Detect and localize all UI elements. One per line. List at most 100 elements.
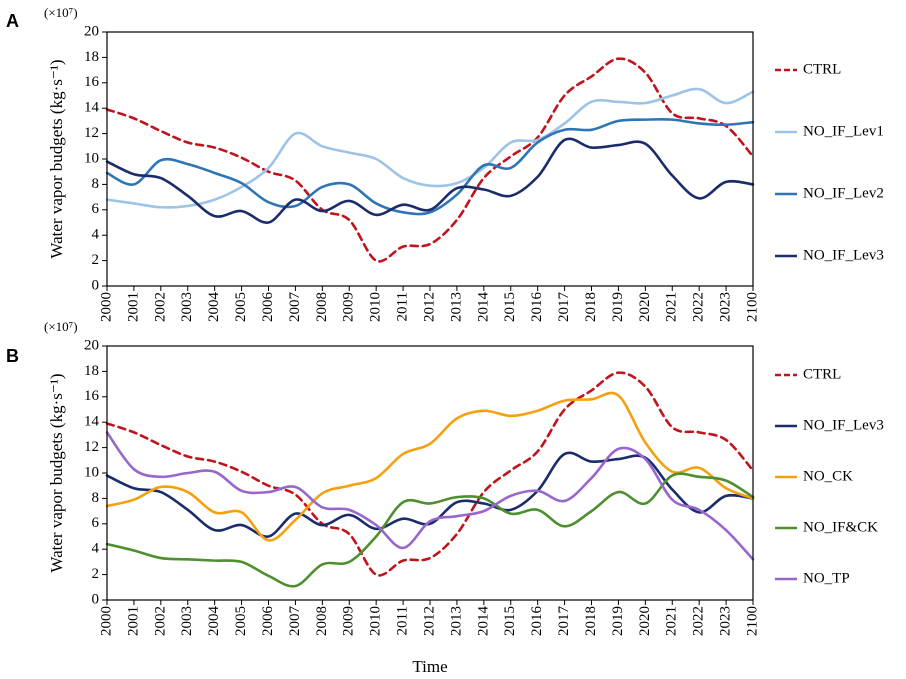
panel-label: B <box>6 346 19 366</box>
series-line-ctrl <box>105 371 755 577</box>
y-tick-label: 0 <box>92 591 100 607</box>
x-tick-label: 2006 <box>260 606 276 637</box>
x-tick-label: 2017 <box>556 292 572 323</box>
x-tick-label: 2021 <box>664 292 680 322</box>
x-tick-label: 2002 <box>152 292 168 322</box>
chart-panel-a: A (×10⁷) 0 2 4 6 8 10 12 14 16 18 20 2000 2001 2002 2003… <box>6 5 884 322</box>
legend-label: NO_TP <box>803 570 850 586</box>
x-tick-label: 2021 <box>664 606 680 636</box>
x-tick-label: 2001 <box>125 292 141 322</box>
legend-label: CTRL <box>803 366 841 382</box>
x-tick-label: 2023 <box>718 606 734 636</box>
y-tick-label: 16 <box>84 74 100 90</box>
x-tick-label: 2016 <box>529 292 545 323</box>
x-tick-label: 2016 <box>529 606 545 637</box>
x-tick-label: 2012 <box>421 606 437 636</box>
y-tick-label: 10 <box>84 150 99 166</box>
x-tick-label: 2007 <box>287 292 303 323</box>
legend-label: NO_CK <box>803 468 853 484</box>
x-tick-label: 2010 <box>368 606 384 636</box>
y-tick-label: 18 <box>84 363 99 379</box>
panel-label: A <box>6 11 19 31</box>
y-tick-label: 8 <box>92 176 100 192</box>
y-tick-label: 2 <box>92 252 100 268</box>
y-tick-label: 2 <box>92 566 100 582</box>
y-axis-label: Water vapor budgets (kg·s⁻¹) <box>47 373 66 572</box>
x-tick-label: 2007 <box>287 606 303 637</box>
series-line-ctrl <box>105 57 755 263</box>
legend-label: NO_IF_Lev3 <box>803 417 884 433</box>
x-tick-label: 2000 <box>98 606 114 636</box>
x-tick-label: 2013 <box>448 292 464 322</box>
legend: CTRL NO_IF_Lev3 NO_CK NO_IF&CK NO_TP <box>775 366 884 586</box>
x-tick-label: 2009 <box>341 606 357 636</box>
x-tick-label: 2020 <box>637 292 653 322</box>
x-tick-label: 2015 <box>502 606 518 636</box>
x-tick-label: 2013 <box>448 606 464 636</box>
series-line-no-if-lev1 <box>105 87 755 209</box>
x-tick-label: 2008 <box>314 292 330 322</box>
series-line-no-if-ck <box>105 472 755 588</box>
x-tick-label: 2005 <box>233 606 249 636</box>
x-tick-label: 2008 <box>314 606 330 636</box>
x-tick-label: 2009 <box>341 292 357 322</box>
x-tick-label: 2014 <box>475 606 491 637</box>
y-tick-label: 20 <box>84 337 99 353</box>
x-tick-label: 2023 <box>718 292 734 322</box>
x-tick-label: 2000 <box>98 292 114 322</box>
chart-panel-b: B (×10⁷) 0 2 4 6 8 10 12 14 16 18 20 2000 2001 2002 2003… <box>6 319 884 636</box>
series-line-no-if-lev2 <box>105 117 755 216</box>
x-tick-label: 2006 <box>260 292 276 323</box>
y-tick-label: 6 <box>92 201 100 217</box>
x-tick-label: 2019 <box>610 606 626 636</box>
x-tick-label: 2012 <box>421 292 437 322</box>
x-axis-label: Time <box>412 657 447 676</box>
y-tick-label: 10 <box>84 464 99 480</box>
x-tick-label: 2011 <box>395 606 411 635</box>
y-axis-label: Water vapor budgets (kg·s⁻¹) <box>47 59 66 258</box>
legend-label: NO_IF_Lev2 <box>803 185 884 201</box>
x-tick-label: 2100 <box>744 292 760 322</box>
x-tick-label: 2014 <box>475 292 491 323</box>
legend-label: NO_IF_Lev1 <box>803 123 884 139</box>
x-tick-label: 2003 <box>179 606 195 636</box>
x-tick-label: 2010 <box>368 292 384 322</box>
x-tick-label: 2002 <box>152 606 168 636</box>
y-tick-label: 4 <box>92 227 100 243</box>
legend-label: CTRL <box>803 61 841 77</box>
y-tick-label: 20 <box>84 23 99 39</box>
y-tick-label: 12 <box>84 125 99 141</box>
y-tick-label: 12 <box>84 439 99 455</box>
x-tick-label: 2022 <box>691 292 707 322</box>
x-tick-label: 2019 <box>610 292 626 322</box>
x-tick-label: 2020 <box>637 606 653 636</box>
y-tick-label: 16 <box>84 388 100 404</box>
plot-area-frame <box>106 31 754 287</box>
x-tick-label: 2017 <box>556 606 572 637</box>
y-tick-label: 6 <box>92 515 100 531</box>
legend-label: NO_IF&CK <box>803 519 878 535</box>
series-line-no-ck <box>105 391 755 542</box>
x-tick-label: 2001 <box>125 606 141 636</box>
x-tick-label: 2004 <box>206 606 222 637</box>
y-tick-label: 4 <box>92 541 100 557</box>
y-tick-label: 0 <box>92 277 100 293</box>
series-line-no-if-lev3 <box>105 137 755 224</box>
legend: CTRL NO_IF_Lev1 NO_IF_Lev2 NO_IF_Lev3 <box>775 61 884 263</box>
series-line-no-tp <box>105 431 755 561</box>
x-tick-label: 2018 <box>583 606 599 636</box>
x-tick-label: 2022 <box>691 606 707 636</box>
x-tick-label: 2004 <box>206 292 222 323</box>
x-tick-label: 2003 <box>179 292 195 322</box>
scale-note: (×10⁷) <box>44 319 78 334</box>
y-tick-label: 18 <box>84 49 99 65</box>
x-tick-label: 2005 <box>233 292 249 322</box>
y-tick-label: 8 <box>92 490 100 506</box>
x-tick-label: 2015 <box>502 292 518 322</box>
x-tick-label: 2011 <box>395 292 411 321</box>
x-tick-label: 2018 <box>583 292 599 322</box>
scale-note: (×10⁷) <box>44 5 78 20</box>
y-tick-label: 14 <box>84 414 100 430</box>
y-tick-label: 14 <box>84 100 100 116</box>
